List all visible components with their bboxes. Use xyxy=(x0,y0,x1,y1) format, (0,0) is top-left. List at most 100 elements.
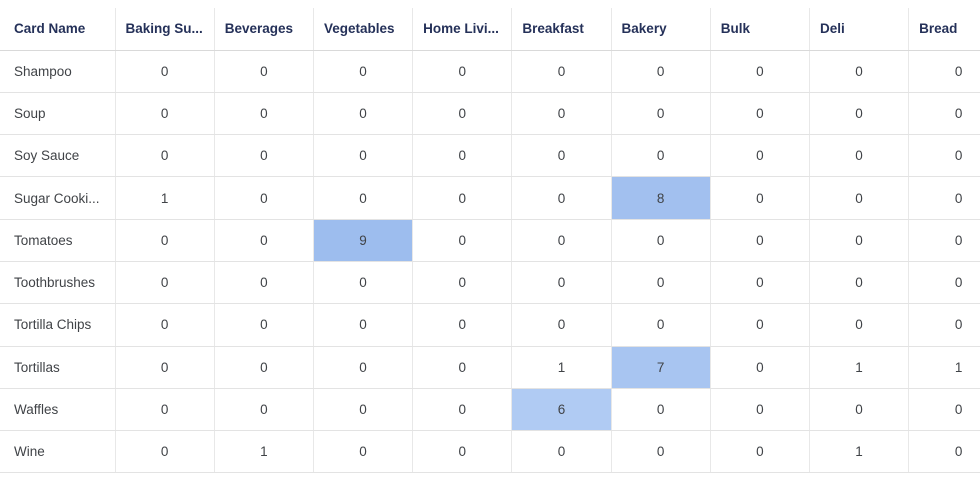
table-cell[interactable]: 0 xyxy=(709,50,810,93)
table-cell[interactable]: 0 xyxy=(412,134,512,178)
table-cell[interactable]: 0 xyxy=(412,219,512,262)
table-cell[interactable]: 0 xyxy=(114,50,215,93)
table-cell[interactable]: 0 xyxy=(114,134,215,178)
table-cell[interactable]: 0 xyxy=(709,134,810,178)
table-cell[interactable]: 0 xyxy=(412,50,512,93)
table-cell[interactable]: 0 xyxy=(412,346,512,389)
table-cell[interactable]: 0 xyxy=(511,261,612,305)
table-cell[interactable]: 0 xyxy=(610,388,711,432)
column-header-deli[interactable]: Deli xyxy=(808,8,909,51)
row-label-tortilla-chips[interactable]: Tortilla Chips xyxy=(0,303,116,347)
table-cell[interactable]: 0 xyxy=(213,346,314,389)
table-cell[interactable]: 0 xyxy=(908,261,980,305)
table-cell[interactable]: 0 xyxy=(808,219,909,262)
table-cell[interactable]: 0 xyxy=(709,388,810,432)
table-cell[interactable]: 0 xyxy=(908,219,980,262)
table-cell-highlighted[interactable]: 7 xyxy=(610,346,711,389)
table-cell[interactable]: 0 xyxy=(213,303,314,347)
table-cell[interactable]: 1 xyxy=(908,346,980,389)
table-cell[interactable]: 0 xyxy=(412,430,512,474)
table-cell-highlighted[interactable]: 6 xyxy=(511,388,612,432)
table-cell[interactable]: 0 xyxy=(610,219,711,262)
table-cell[interactable]: 1 xyxy=(808,430,909,474)
table-cell[interactable]: 0 xyxy=(808,261,909,305)
table-cell[interactable]: 0 xyxy=(511,430,612,474)
table-cell[interactable]: 0 xyxy=(908,176,980,220)
table-cell[interactable]: 0 xyxy=(312,92,413,136)
table-cell[interactable]: 0 xyxy=(709,176,810,220)
table-cell[interactable]: 0 xyxy=(808,176,909,220)
table-cell[interactable]: 0 xyxy=(709,261,810,305)
column-header-baking-su[interactable]: Baking Su... xyxy=(114,8,215,51)
table-cell[interactable]: 0 xyxy=(213,219,314,262)
table-cell[interactable]: 0 xyxy=(908,92,980,136)
table-cell[interactable]: 0 xyxy=(412,92,512,136)
table-cell[interactable]: 0 xyxy=(213,92,314,136)
table-cell[interactable]: 0 xyxy=(808,134,909,178)
table-cell[interactable]: 0 xyxy=(114,430,215,474)
table-cell[interactable]: 0 xyxy=(908,50,980,93)
table-cell[interactable]: 0 xyxy=(610,261,711,305)
table-cell[interactable]: 0 xyxy=(114,261,215,305)
column-header-bread[interactable]: Bread xyxy=(908,8,980,51)
table-cell-highlighted[interactable]: 8 xyxy=(610,176,711,220)
table-cell[interactable]: 0 xyxy=(610,50,711,93)
table-cell[interactable]: 0 xyxy=(610,134,711,178)
table-cell[interactable]: 0 xyxy=(213,134,314,178)
table-cell[interactable]: 0 xyxy=(312,134,413,178)
table-cell[interactable]: 0 xyxy=(610,92,711,136)
row-label-sugar-cooki[interactable]: Sugar Cooki... xyxy=(0,176,116,220)
table-cell[interactable]: 0 xyxy=(610,303,711,347)
column-header-vegetables[interactable]: Vegetables xyxy=(312,8,413,51)
table-cell[interactable]: 0 xyxy=(114,346,215,389)
table-cell[interactable]: 0 xyxy=(908,303,980,347)
table-cell[interactable]: 0 xyxy=(312,388,413,432)
table-cell[interactable]: 0 xyxy=(908,134,980,178)
table-cell[interactable]: 0 xyxy=(709,219,810,262)
table-cell[interactable]: 0 xyxy=(312,50,413,93)
table-cell[interactable]: 0 xyxy=(114,92,215,136)
table-cell[interactable]: 0 xyxy=(312,261,413,305)
table-cell[interactable]: 0 xyxy=(412,176,512,220)
table-cell[interactable]: 0 xyxy=(114,388,215,432)
table-cell[interactable]: 0 xyxy=(808,92,909,136)
column-header-breakfast[interactable]: Breakfast xyxy=(511,8,612,51)
column-header-beverages[interactable]: Beverages xyxy=(213,8,314,51)
table-cell[interactable]: 0 xyxy=(709,92,810,136)
column-header-card-name[interactable]: Card Name xyxy=(0,8,116,51)
table-cell[interactable]: 0 xyxy=(709,346,810,389)
table-cell[interactable]: 0 xyxy=(511,219,612,262)
table-cell[interactable]: 0 xyxy=(908,388,980,432)
row-label-tortillas[interactable]: Tortillas xyxy=(0,346,116,389)
row-label-soup[interactable]: Soup xyxy=(0,92,116,136)
row-label-waffles[interactable]: Waffles xyxy=(0,388,116,432)
row-label-shampoo[interactable]: Shampoo xyxy=(0,50,116,93)
table-cell[interactable]: 0 xyxy=(908,430,980,474)
table-cell[interactable]: 0 xyxy=(412,303,512,347)
table-cell[interactable]: 0 xyxy=(213,176,314,220)
row-label-wine[interactable]: Wine xyxy=(0,430,116,474)
table-cell[interactable]: 0 xyxy=(213,388,314,432)
table-cell[interactable]: 1 xyxy=(808,346,909,389)
table-cell[interactable]: 0 xyxy=(114,303,215,347)
table-cell[interactable]: 0 xyxy=(312,303,413,347)
row-label-soy-sauce[interactable]: Soy Sauce xyxy=(0,134,116,178)
table-cell[interactable]: 0 xyxy=(114,219,215,262)
row-label-tomatoes[interactable]: Tomatoes xyxy=(0,219,116,262)
table-cell[interactable]: 0 xyxy=(808,388,909,432)
table-cell[interactable]: 0 xyxy=(709,303,810,347)
table-cell[interactable]: 0 xyxy=(709,430,810,474)
table-cell[interactable]: 0 xyxy=(511,50,612,93)
column-header-home-livi[interactable]: Home Livi... xyxy=(412,8,512,51)
table-cell[interactable]: 0 xyxy=(511,303,612,347)
column-header-bulk[interactable]: Bulk xyxy=(709,8,810,51)
table-cell[interactable]: 0 xyxy=(808,50,909,93)
table-cell[interactable]: 1 xyxy=(213,430,314,474)
table-cell[interactable]: 0 xyxy=(312,430,413,474)
row-label-toothbrushes[interactable]: Toothbrushes xyxy=(0,261,116,305)
table-cell[interactable]: 0 xyxy=(511,176,612,220)
table-cell[interactable]: 0 xyxy=(511,92,612,136)
table-cell[interactable]: 0 xyxy=(213,261,314,305)
column-header-bakery[interactable]: Bakery xyxy=(610,8,711,51)
table-cell[interactable]: 0 xyxy=(412,261,512,305)
